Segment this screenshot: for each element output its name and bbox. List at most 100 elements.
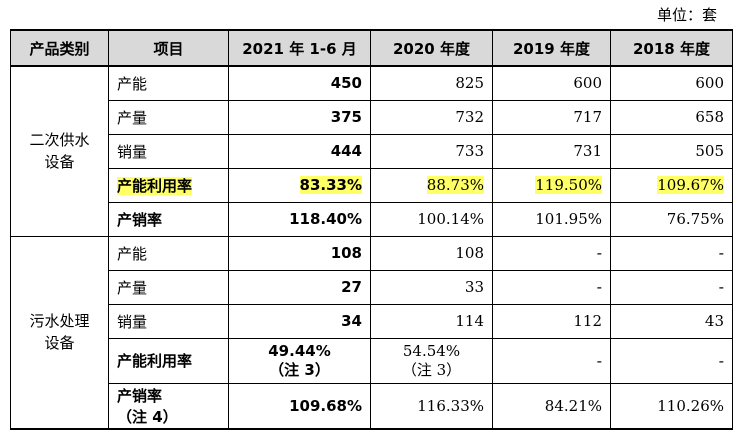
value-text: 33: [464, 278, 484, 296]
value-text: 444: [330, 142, 362, 160]
value-cell: 27: [228, 269, 371, 305]
value-text: 825: [455, 74, 484, 93]
value-cell: 116.33%: [370, 382, 493, 430]
value-cell: 732: [370, 99, 493, 135]
value-text: -: [718, 244, 724, 262]
value-cell: 118.40%: [228, 201, 371, 237]
value-cell: 505: [610, 133, 733, 169]
item-cell: 产销率: [108, 201, 229, 237]
value-cell: -: [610, 235, 733, 271]
category-line: 二次供水: [29, 131, 90, 150]
value-cell: 825: [370, 65, 493, 101]
value-cell: 83.33%: [228, 167, 371, 203]
value-cell: 110.26%: [610, 382, 733, 430]
value-text: 119.50%: [535, 176, 602, 194]
item-cell: 销量: [108, 133, 229, 169]
value-cell: 112: [492, 303, 611, 339]
value-cell: 109.67%: [610, 167, 733, 203]
value-cell: 49.44% （注 3）: [228, 337, 371, 384]
item-label: 产能利用率: [117, 352, 193, 370]
table-row: 产量 375 732 717 658: [11, 99, 733, 135]
value-text: 88.73%: [426, 176, 484, 194]
value-cell: -: [492, 235, 611, 271]
item-label: 产量: [117, 108, 148, 127]
value-cell: 100.14%: [370, 201, 493, 237]
table-header-row: 产品类别 项目 2021 年 1-6 月 2020 年度 2019 年度 201…: [10, 29, 733, 67]
category-line: 设备: [44, 153, 75, 172]
value-cell: 54.54% （注 3）: [370, 337, 493, 384]
item-cell: 产能利用率: [108, 337, 229, 384]
value-text: 109.67%: [657, 176, 724, 194]
category-cell: 二次供水 设备: [10, 65, 109, 237]
item-label: 产能: [117, 244, 148, 263]
value-text: 733: [455, 142, 484, 160]
value-text: 658: [695, 108, 724, 126]
value-text: 34: [341, 312, 362, 330]
item-cell: 产量: [108, 269, 229, 305]
header-2020: 2020 年度: [370, 29, 493, 67]
value-text: 109.68%: [289, 396, 362, 415]
value-text: 450: [330, 74, 362, 93]
value-cell: 108: [370, 235, 493, 271]
item-label: （注 4）: [117, 407, 178, 426]
item-label: 产销率: [117, 386, 163, 405]
value-text: 116.33%: [417, 396, 484, 415]
value-text: 375: [330, 108, 362, 126]
header-2021h1: 2021 年 1-6 月: [228, 29, 371, 67]
value-text: 600: [573, 74, 602, 93]
value-cell: 375: [228, 99, 371, 135]
value-cell: 733: [370, 133, 493, 169]
table-row: 二次供水 设备 产能 450 825 600 600: [10, 65, 733, 237]
header-2019: 2019 年度: [492, 29, 611, 67]
value-cell: 33: [370, 269, 493, 305]
value-text: 76.75%: [666, 210, 724, 228]
item-label: 销量: [117, 312, 148, 331]
table-row: 产能利用率 83.33% 88.73% 119.50% 109.67%: [11, 167, 733, 203]
value-text: -: [596, 278, 602, 296]
value-cell: 101.95%: [492, 201, 611, 237]
category-cell: 污水处理 设备: [10, 235, 109, 430]
value-text: 732: [455, 108, 484, 126]
value-text: 108: [455, 244, 484, 262]
value-cell: 109.68%: [228, 382, 371, 430]
item-label: 产能利用率: [117, 176, 193, 195]
table-row: 产销率 （注 4） 109.68% 116.33% 84.21% 110.26%: [11, 382, 733, 430]
item-label: 销量: [117, 142, 148, 161]
value-text: -: [718, 278, 724, 296]
value-cell: -: [492, 269, 611, 305]
value-text: 731: [573, 142, 602, 160]
category-line: 设备: [44, 334, 75, 353]
value-text: 112: [573, 312, 602, 330]
value-cell: -: [492, 337, 611, 384]
category-line: 污水处理: [29, 312, 90, 331]
value-cell: 84.21%: [492, 382, 611, 430]
header-category: 产品类别: [10, 29, 109, 67]
item-cell: 产能: [108, 65, 229, 101]
value-text: 505: [695, 142, 724, 160]
value-cell: 108: [228, 235, 371, 271]
value-text: 84.21%: [544, 396, 602, 415]
item-cell: 产能利用率: [108, 167, 229, 203]
table-row: 产销率 118.40% 100.14% 101.95% 76.75%: [11, 201, 733, 237]
value-text: 100.14%: [417, 210, 484, 228]
table-row: 销量 444 733 731 505: [11, 133, 733, 169]
value-cell: 34: [228, 303, 371, 339]
value-cell: 76.75%: [610, 201, 733, 237]
item-cell: 销量: [108, 303, 229, 339]
value-cell: 731: [492, 133, 611, 169]
item-label: 产量: [117, 278, 148, 297]
value-text: 101.95%: [535, 210, 602, 228]
item-cell: 产销率 （注 4）: [108, 382, 229, 430]
value-text: 43: [704, 312, 724, 330]
item-cell: 产能: [108, 235, 229, 271]
header-item: 项目: [108, 29, 229, 67]
value-cell: 600: [610, 65, 733, 101]
item-label: 产能: [117, 74, 148, 93]
value-cell: -: [610, 269, 733, 305]
value-text: -: [718, 351, 724, 370]
value-cell: 88.73%: [370, 167, 493, 203]
value-cell: 658: [610, 99, 733, 135]
value-cell: 444: [228, 133, 371, 169]
value-text: 110.26%: [657, 396, 724, 415]
value-cell: 717: [492, 99, 611, 135]
